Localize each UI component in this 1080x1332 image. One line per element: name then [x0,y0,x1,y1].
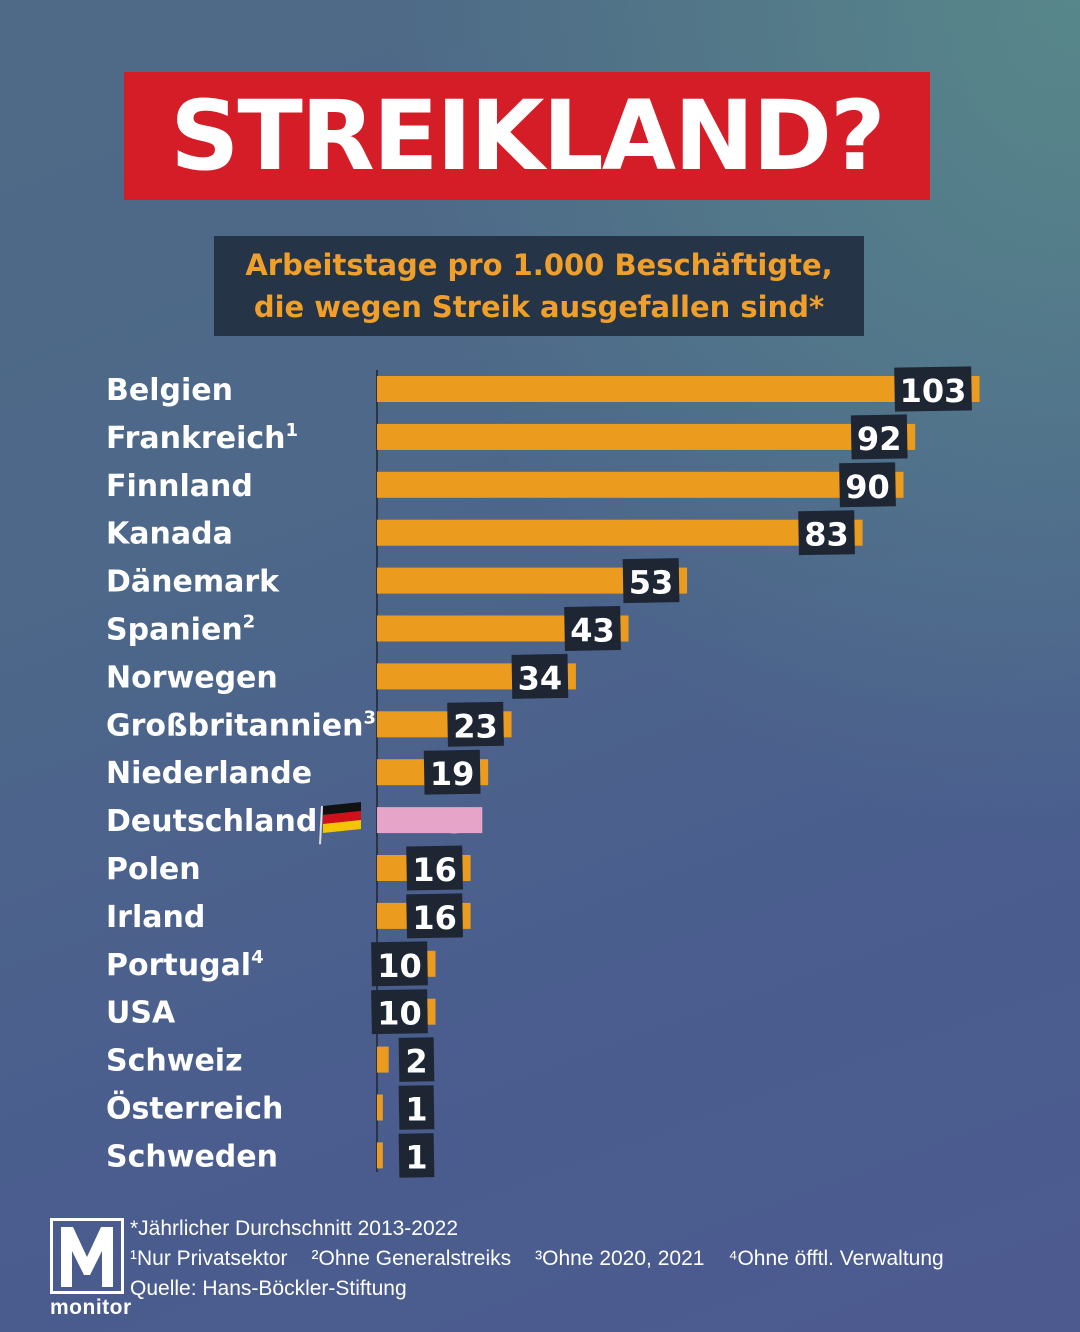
logo-wordmark: monitor [50,1296,132,1319]
category-label: Belgien [106,373,233,408]
value-label-box [406,893,463,939]
category-label: Schweden [106,1139,278,1174]
category-label: Niederlande [106,756,312,791]
value-label: 18 [421,803,466,841]
bar-highlight [377,807,483,834]
category-label: Irland [106,900,205,935]
bar [377,1142,383,1169]
footnote-asterisk: *Jährlicher Durchschnitt 2013-2022 [130,1217,459,1240]
monitor-m-logo-icon [50,1218,124,1294]
bar [377,1046,389,1073]
value-label-box [398,1133,435,1178]
value-label-box [398,1085,435,1130]
value-label: 19 [430,755,475,793]
value-label-box [423,749,481,795]
value-label: 43 [570,612,615,650]
value-label: 1 [405,1091,427,1129]
category-label: Deutschland [106,804,317,839]
value-label: 103 [900,372,967,410]
bar [377,471,904,498]
value-label: 53 [629,564,674,602]
value-label: 34 [518,659,563,697]
footnote-2: ²Ohne Generalstreiks [311,1247,512,1270]
value-label: 92 [857,420,902,458]
footnote-row: ¹Nur Privatsektor ²Ohne Generalstreiks ³Oh… [130,1244,944,1274]
german-flag-icon [319,802,361,845]
value-label-box [839,462,896,508]
value-label: 10 [377,995,422,1033]
title-banner: STREIKLAND? [124,72,930,200]
category-label: Frankreich1 [106,420,298,456]
footnote-4: ⁴Ohne öfftl. Verwaltung [728,1247,944,1270]
value-label-box [511,653,569,699]
category-label: Schweiz [106,1044,243,1079]
value-label-box [406,845,463,891]
subtitle-line-1: Arbeitstage pro 1.000 Beschäftigte, [245,248,833,282]
category-label: Kanada [106,517,233,552]
value-label-box [622,558,680,604]
value-label-box [894,366,972,412]
value-label-box [371,989,428,1035]
value-label-box [564,606,621,651]
value-label: 83 [804,516,849,554]
monitor-logo: monitor [50,1218,131,1319]
footnotes: *Jährlicher Durchschnitt 2013-2022 ¹Nur … [130,1214,944,1304]
category-label: Polen [106,852,201,887]
footnote-mark: 4 [251,947,264,968]
bar [377,376,980,402]
footnote-mark: 3 [363,707,376,728]
footnote-3: ³Ohne 2020, 2021 [535,1247,705,1270]
value-label-box [798,510,855,556]
bar [377,519,863,546]
category-label: Portugal4 [106,947,264,983]
bar [377,423,916,450]
value-label-box [850,414,908,460]
page-title: STREIKLAND? [170,80,885,192]
value-label: 23 [453,707,498,745]
value-label: 90 [845,468,890,506]
value-label-box [447,701,504,747]
footnote-mark: 1 [286,420,299,441]
category-label: Großbritannien3 [106,707,376,743]
value-label: 1 [405,1138,427,1176]
subtitle-box: Arbeitstage pro 1.000 Beschäftigte, die … [214,236,864,336]
subtitle-line-2: die wegen Streik ausgefallen sind* [253,290,825,324]
category-label: Dänemark [106,565,280,600]
footnote-1: ¹Nur Privatsektor [130,1247,288,1270]
category-label: USA [106,996,176,1031]
category-label: Finnland [106,469,253,504]
category-label: Österreich [106,1090,283,1127]
category-label: Spanien2 [106,612,255,648]
value-label: 2 [405,1043,427,1081]
source-note: Quelle: Hans-Böckler-Stiftung [130,1277,407,1300]
value-label-box [398,1037,435,1082]
value-label: 16 [412,899,457,937]
value-label-box [371,941,428,987]
bar [377,1094,383,1121]
value-label: 10 [377,947,422,985]
category-label: Norwegen [106,660,278,695]
footnote-mark: 2 [243,612,256,633]
value-label: 16 [412,851,457,889]
